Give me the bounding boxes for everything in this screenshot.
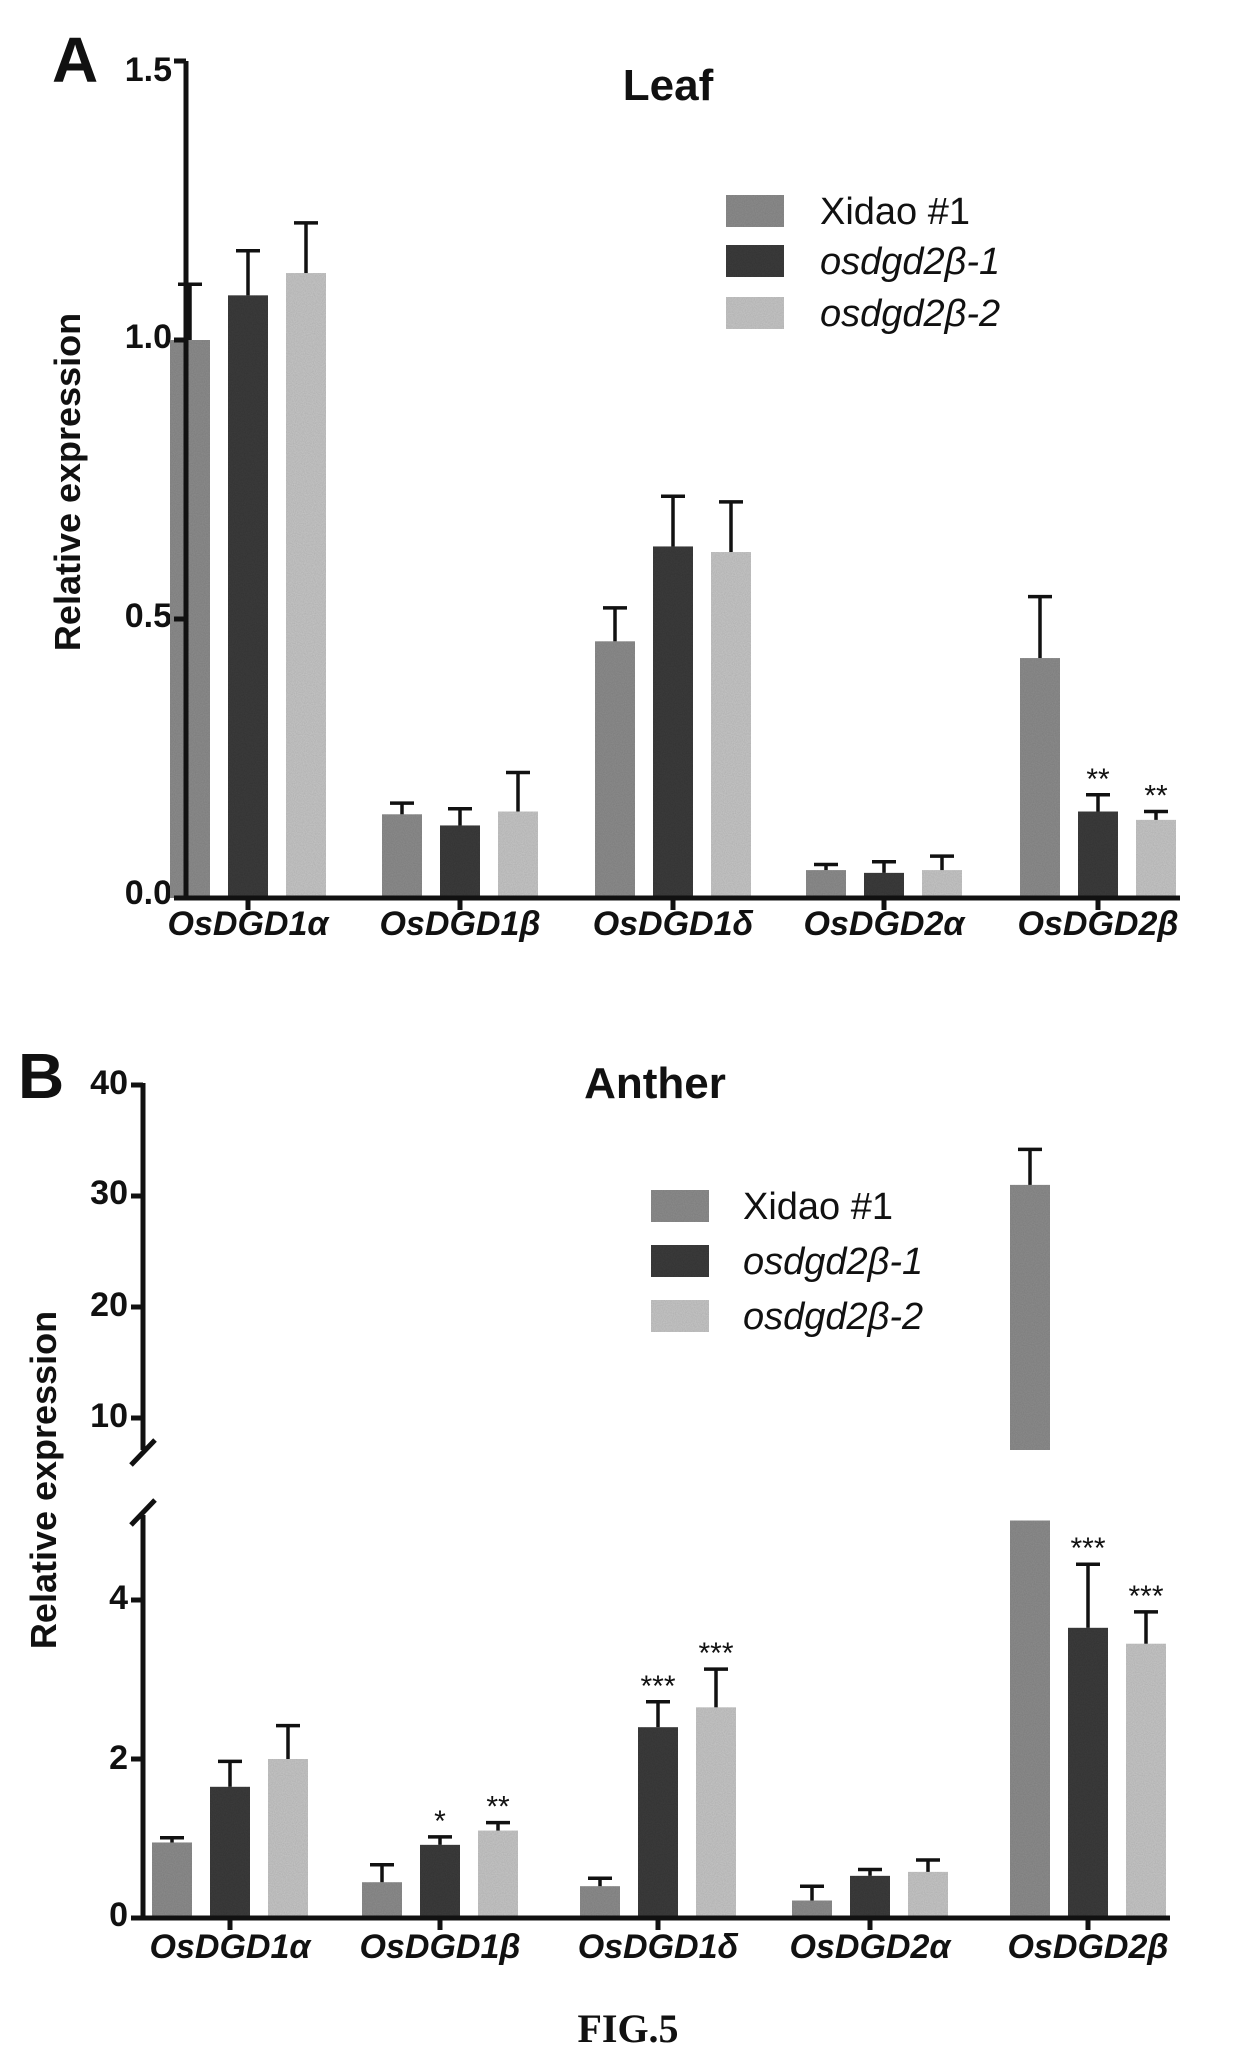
bar-osdgd2b-2 bbox=[286, 273, 326, 898]
bar-osdgd2b-1 bbox=[228, 295, 268, 898]
significance-marker: *** bbox=[1070, 1532, 1105, 1565]
panel-b-ytick-label: 2 bbox=[109, 1739, 128, 1777]
panel-a-category-label: OsDGD2β bbox=[1018, 905, 1179, 943]
panel-a: A Leaf Relative expression 1.5 1.0 0.5 0… bbox=[47, 24, 1180, 943]
panel-b-ylabel: Relative expression bbox=[23, 1311, 64, 1649]
bar-xidao bbox=[806, 870, 846, 898]
legend-label-osdgd2b-2: osdgd2β-2 bbox=[743, 1296, 923, 1338]
legend-swatch-xidao bbox=[726, 195, 784, 227]
panel-b-ytick-label: 40 bbox=[90, 1064, 128, 1102]
panel-a-xticklabels: OsDGD1α OsDGD1β OsDGD1δ OsDGD2α OsDGD2β bbox=[168, 905, 1179, 943]
panel-a-legend: Xidao #1 osdgd2β-1 osdgd2β-2 bbox=[726, 191, 1000, 335]
bar-osdgd2b-2 bbox=[498, 811, 538, 898]
panel-a-ytick-label: 0.5 bbox=[125, 597, 172, 635]
significance-marker: ** bbox=[486, 1791, 510, 1824]
bar-osdgd2b-1 bbox=[1078, 811, 1118, 898]
significance-marker: ** bbox=[1086, 763, 1110, 796]
panel-a-yticklabels: 1.5 1.0 0.5 0.0 bbox=[125, 51, 172, 912]
legend-swatch-osdgd2b-2 bbox=[726, 297, 784, 329]
axis-break-mark bbox=[129, 1498, 157, 1527]
legend-swatch-osdgd2b-1 bbox=[651, 1245, 709, 1277]
bar-osdgd2b-2 bbox=[696, 1707, 736, 1918]
panel-a-plot-area: ** ** bbox=[170, 58, 1180, 910]
bar-osdgd2b-1 bbox=[1068, 1627, 1108, 1918]
bar-osdgd2b-1 bbox=[864, 872, 904, 898]
bar-osdgd2b-2 bbox=[1126, 1643, 1166, 1918]
panel-a-category-label: OsDGD1δ bbox=[593, 905, 754, 943]
panel-a-ylabel: Relative expression bbox=[47, 313, 88, 651]
panel-b-ytick-label: 30 bbox=[90, 1174, 128, 1212]
panel-a-ytick-label: 0.0 bbox=[125, 874, 172, 912]
panel-b-xticklabels: OsDGD1α OsDGD1β OsDGD1δ OsDGD2α OsDGD2β bbox=[150, 1928, 1169, 1966]
axis-break-mark bbox=[129, 1438, 157, 1467]
figure-caption: FIG.5 bbox=[577, 2006, 678, 2051]
panel-a-category-label: OsDGD1β bbox=[380, 905, 541, 943]
bar-osdgd2b-2 bbox=[478, 1830, 518, 1918]
significance-marker: * bbox=[434, 1805, 446, 1838]
panel-a-category-label: OsDGD1α bbox=[168, 905, 331, 943]
panel-a-ytick-label: 1.5 bbox=[125, 51, 172, 89]
bar-osdgd2b-2 bbox=[711, 552, 751, 898]
panel-b-ytick-label: 20 bbox=[90, 1286, 128, 1324]
bar-xidao bbox=[580, 1886, 620, 1918]
bar-osdgd2b-2 bbox=[908, 1871, 948, 1918]
legend-label-osdgd2b-1: osdgd2β-1 bbox=[820, 241, 1000, 283]
panel-a-title: Leaf bbox=[623, 61, 714, 110]
panel-b-label: B bbox=[18, 1040, 64, 1112]
legend-label-osdgd2b-1: osdgd2β-1 bbox=[743, 1241, 923, 1283]
panel-b-yticklabels: 40 30 20 10 4 2 0 bbox=[90, 1064, 128, 1934]
panel-a-category-label: OsDGD2α bbox=[804, 905, 967, 943]
panel-b-category-label: OsDGD1β bbox=[360, 1928, 521, 1966]
significance-marker: *** bbox=[698, 1637, 733, 1670]
legend-swatch-xidao bbox=[651, 1190, 709, 1222]
bar-xidao bbox=[1020, 658, 1060, 898]
legend-label-xidao: Xidao #1 bbox=[743, 1186, 893, 1228]
panel-b-title: Anther bbox=[584, 1059, 726, 1108]
panel-b-category-label: OsDGD1α bbox=[150, 1928, 313, 1966]
panel-b-ytick-label: 0 bbox=[109, 1896, 128, 1934]
bar-xidao bbox=[792, 1900, 832, 1918]
significance-marker: *** bbox=[640, 1670, 675, 1703]
bar-xidao-upper bbox=[1010, 1184, 1050, 1450]
bar-xidao bbox=[152, 1842, 192, 1918]
panel-b-ytick-label: 10 bbox=[90, 1397, 128, 1435]
bar-xidao bbox=[595, 641, 635, 898]
legend-label-xidao: Xidao #1 bbox=[820, 191, 970, 233]
panel-b-category-label: OsDGD1δ bbox=[578, 1928, 739, 1966]
significance-marker: ** bbox=[1144, 780, 1168, 813]
panel-b-category-label: OsDGD2α bbox=[790, 1928, 953, 1966]
bar-xidao-lower bbox=[1010, 1520, 1050, 1918]
panel-b: B Anther Relative expression 40 30 20 10… bbox=[18, 1040, 1170, 1966]
significance-marker: *** bbox=[1128, 1580, 1163, 1613]
panel-b-legend: Xidao #1 osdgd2β-1 osdgd2β-2 bbox=[651, 1186, 923, 1338]
bar-osdgd2b-1 bbox=[850, 1875, 890, 1918]
bar-xidao bbox=[382, 814, 422, 898]
bar-osdgd2b-1 bbox=[420, 1844, 460, 1918]
panel-a-ytick-label: 1.0 bbox=[125, 318, 172, 356]
panel-b-ytick-label: 4 bbox=[109, 1579, 128, 1617]
bar-osdgd2b-2 bbox=[1136, 819, 1176, 898]
bar-osdgd2b-2 bbox=[268, 1759, 308, 1918]
bar-osdgd2b-2 bbox=[922, 870, 962, 898]
bar-osdgd2b-1 bbox=[638, 1727, 678, 1918]
panel-b-plot-area: *************** bbox=[129, 1082, 1170, 1930]
panel-b-category-label: OsDGD2β bbox=[1008, 1928, 1169, 1966]
panel-a-label: A bbox=[52, 24, 98, 96]
legend-swatch-osdgd2b-1 bbox=[726, 245, 784, 277]
bar-osdgd2b-1 bbox=[653, 546, 693, 898]
bar-xidao bbox=[362, 1882, 402, 1918]
legend-label-osdgd2b-2: osdgd2β-2 bbox=[820, 293, 1000, 335]
legend-swatch-osdgd2b-2 bbox=[651, 1300, 709, 1332]
bar-osdgd2b-1 bbox=[440, 825, 480, 898]
bar-osdgd2b-1 bbox=[210, 1786, 250, 1918]
